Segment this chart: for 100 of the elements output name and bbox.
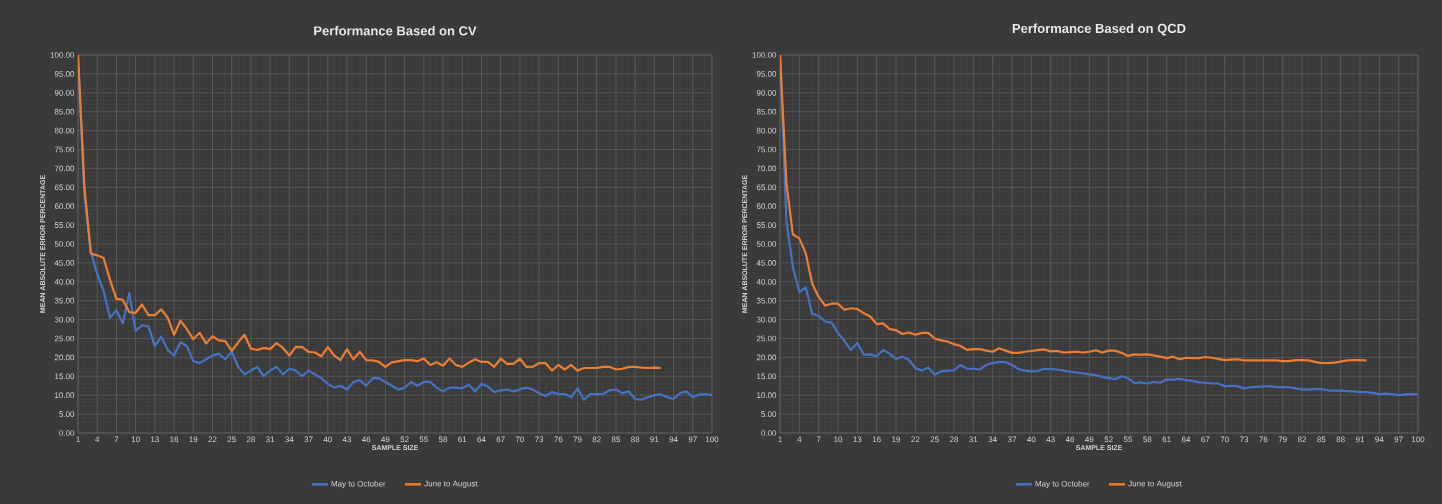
x-tick-label: 97 [1394,436,1403,443]
x-tick-label: 49 [1085,436,1094,443]
x-tick-label: 61 [458,436,467,443]
legend-label: May to October [1035,480,1090,489]
x-tick-label: 94 [1375,436,1384,443]
x-tick-label: 40 [323,436,332,443]
x-tick-label: 13 [151,436,159,443]
y-tick-label: 90.00 [756,89,777,96]
y-tick-label: 65.00 [54,184,75,191]
x-tick-label: 13 [853,436,862,443]
y-tick-label: 10.00 [55,392,75,399]
y-tick-label: 45.00 [54,260,75,266]
x-tick-label: 4 [797,436,802,443]
x-tick-label: 25 [227,436,236,443]
legend-label: June to August [1128,480,1182,488]
x-tick-label: 88 [631,436,640,443]
y-tick-label: 35.00 [54,297,75,304]
x-tick-label: 16 [170,436,179,443]
x-tick-label: 10 [834,436,843,443]
x-tick-label: 31 [969,436,978,443]
y-tick-label: 70.00 [54,165,75,172]
x-tick-label: 55 [1123,436,1133,443]
y-tick-label: 25.00 [756,335,777,342]
x-tick-label: 28 [949,436,959,443]
chart-title: Performance Based on QCD [1012,23,1186,36]
x-tick-label: 34 [285,436,294,443]
x-tick-label: 46 [361,436,371,443]
x-tick-label: 58 [1143,436,1152,443]
y-tick-label: 90.00 [54,89,75,96]
x-tick-label: 91 [1355,436,1365,443]
x-tick-label: 64 [1181,436,1191,443]
x-tick-label: 67 [1201,436,1210,443]
y-tick-label: 5.00 [59,411,75,417]
y-tick-label: 65.00 [756,184,777,191]
y-tick-label: 30.00 [756,316,777,323]
y-tick-label: 20.00 [756,354,777,361]
x-tick-label: 34 [988,436,997,443]
y-tick-label: 75.00 [756,146,777,153]
x-tick-label: 100 [1411,436,1425,443]
y-tick-label: 95.00 [54,71,75,77]
x-tick-label: 22 [911,436,920,443]
x-tick-label: 82 [592,436,601,443]
y-tick-label: 25.00 [54,335,75,342]
x-tick-label: 10 [131,436,140,443]
x-tick-label: 76 [554,436,563,443]
y-tick-label: 95.00 [756,71,777,77]
x-tick-label: 97 [688,436,697,443]
y-tick-label: 85.00 [54,108,75,115]
y-tick-label: 100.00 [50,52,75,58]
y-tick-label: 80.00 [756,127,777,134]
y-tick-label: 0.00 [59,430,75,436]
y-tick-label: 50.00 [54,241,75,247]
x-tick-label: 1 [778,436,782,443]
y-tick-label: 10.00 [757,392,777,399]
x-tick-label: 52 [400,436,409,443]
y-tick-label: 0.00 [761,430,777,436]
y-tick-label: 55.00 [756,222,777,228]
x-tick-label: 85 [611,436,621,443]
x-tick-label: 19 [189,436,198,443]
y-tick-label: 45.00 [756,260,777,266]
y-tick-label: 60.00 [756,203,777,210]
x-tick-label: 43 [342,436,352,443]
x-tick-label: 73 [535,436,544,443]
x-tick-label: 88 [1336,436,1345,443]
x-tick-label: 7 [816,436,821,443]
x-tick-label: 43 [1046,436,1055,443]
y-tick-label: 15.00 [55,373,75,380]
y-tick-label: 15.00 [757,373,777,380]
x-tick-label: 100 [705,436,719,443]
x-tick-label: 19 [892,436,901,443]
x-tick-label: 1 [76,436,80,443]
x-tick-label: 85 [1317,436,1326,443]
x-tick-label: 64 [477,436,486,443]
x-tick-label: 31 [265,436,275,443]
y-tick-label: 35.00 [756,297,777,304]
x-tick-label: 25 [930,436,939,443]
y-tick-label: 40.00 [54,278,75,285]
y-tick-label: 70.00 [756,165,777,172]
y-tick-label: 20.00 [54,354,75,361]
y-tick-label: 80.00 [54,127,75,134]
x-tick-label: 67 [496,436,505,443]
x-tick-label: 46 [1065,436,1075,443]
chart-title: Performance Based on CV [314,25,477,36]
y-tick-label: 85.00 [756,108,777,115]
x-tick-label: 37 [304,436,313,443]
x-tick-label: 94 [669,436,678,443]
y-tick-label: 75.00 [54,146,75,153]
x-tick-label: 28 [246,436,256,443]
y-tick-label: 55.00 [54,222,75,228]
y-tick-label: 100.00 [752,52,777,58]
x-tick-label: 73 [1239,436,1249,443]
x-tick-label: 7 [114,436,119,443]
x-tick-label: 16 [872,436,881,443]
x-tick-label: 79 [1278,436,1287,443]
x-tick-label: 37 [1007,436,1017,443]
x-tick-label: 70 [515,436,525,443]
y-tick-label: 5.00 [761,411,777,417]
x-tick-label: 91 [650,436,659,443]
x-tick-label: 52 [1104,436,1113,443]
x-tick-label: 49 [381,436,390,443]
